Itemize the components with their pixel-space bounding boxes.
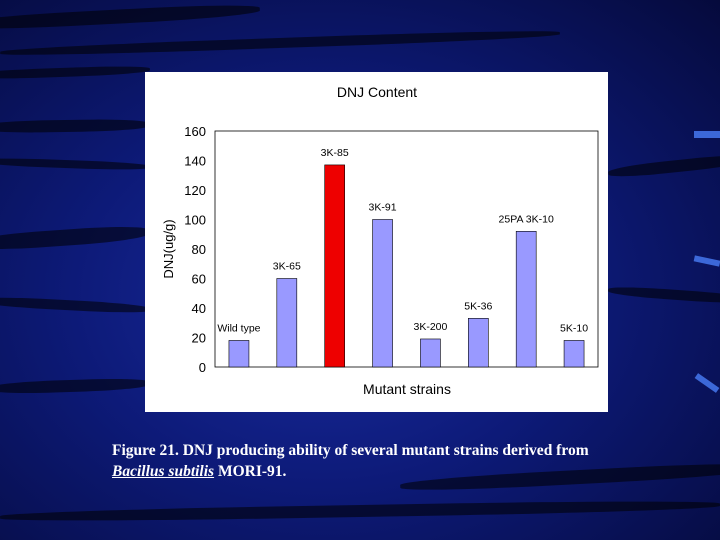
caption-species: Bacillus subtilis xyxy=(112,463,215,480)
bar-5k-36 xyxy=(468,318,489,368)
bar-25pa-3k-10 xyxy=(515,231,537,368)
bar-label: 3K-85 xyxy=(321,147,349,159)
bar-3k-200 xyxy=(420,338,441,368)
bar-wild-type xyxy=(228,340,250,368)
y-axis-label: DNJ(ug/g) xyxy=(161,219,176,278)
y-axis-ticks: 0 20 40 60 80 100 120 140 160 xyxy=(184,124,206,375)
y-tick-label: 0 xyxy=(199,360,206,375)
caption-suffix: MORI-91. xyxy=(214,463,287,480)
plot-area-frame xyxy=(214,130,599,368)
y-tick-label: 100 xyxy=(184,213,206,228)
y-tick-label: 20 xyxy=(192,331,206,346)
y-tick-label: 120 xyxy=(184,183,206,198)
y-tick-label: 80 xyxy=(192,242,206,257)
bar-label: 3K-65 xyxy=(273,261,301,273)
bar-label: 3K-91 xyxy=(369,202,397,214)
bar-label: 5K-36 xyxy=(464,300,492,312)
chart-panel: DNJ Content Mutant strains DNJ(ug/g) 0 20… xyxy=(145,72,608,412)
bar-label: 5K-10 xyxy=(560,322,588,334)
bar-3k-85 xyxy=(324,164,345,368)
bar-5k-10 xyxy=(563,340,585,368)
bar-labels-group: Wild type 3K-65 3K-85 3K-91 3K-200 5K-36 25PA … xyxy=(217,147,588,335)
bar-3k-65 xyxy=(276,278,298,368)
y-tick-label: 60 xyxy=(192,272,206,287)
x-axis-label: Mutant strains xyxy=(363,381,451,397)
bar-label: 25PA 3K-10 xyxy=(499,213,554,225)
caption-prefix: Figure 21. DNJ producing ability of seve… xyxy=(112,442,589,459)
bar-3k-91 xyxy=(372,219,393,368)
y-tick-label: 140 xyxy=(184,154,206,169)
bar-label: 3K-200 xyxy=(414,321,448,333)
y-tick-label: 40 xyxy=(192,301,206,316)
chart-title: DNJ Content xyxy=(337,84,417,100)
bar-chart: DNJ Content Mutant strains DNJ(ug/g) 0 20… xyxy=(161,84,599,397)
bars-group xyxy=(228,164,585,368)
y-tick-label: 160 xyxy=(184,124,206,139)
bar-label: Wild type xyxy=(217,322,260,334)
figure-caption: Figure 21. DNJ producing ability of seve… xyxy=(112,440,702,482)
